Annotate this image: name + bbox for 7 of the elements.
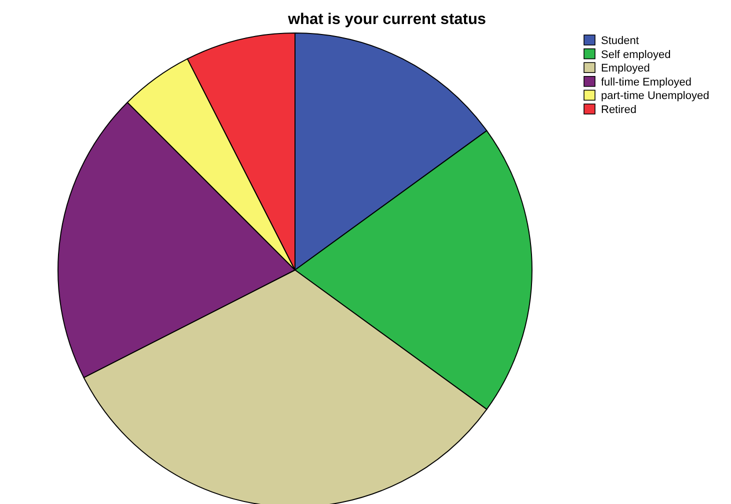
legend-label: part-time Unemployed [601,90,710,102]
legend-label: Employed [601,62,650,75]
legend-label: Student [601,35,639,47]
legend-label: full-time Employed [601,76,692,88]
legend-label: Retired [601,104,636,116]
chart-title: what is your current status [286,11,486,28]
legend-label: Self employed [601,48,671,61]
